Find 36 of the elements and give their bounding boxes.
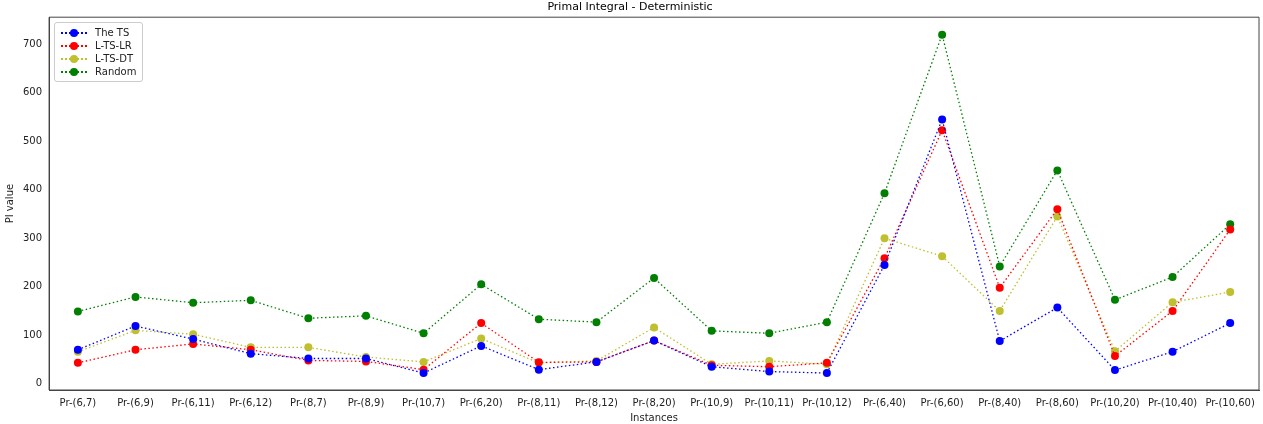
x-tick-label: Pr-(8,7): [290, 396, 327, 408]
x-tick-label: Pr-(10,40): [1147, 396, 1198, 408]
y-tick-label: 600: [22, 86, 43, 98]
x-tick-label: Pr-(8,40): [978, 396, 1022, 408]
y-tick-label: 0: [35, 377, 43, 389]
x-tick-label: Pr-(8,9): [347, 396, 385, 408]
y-tick-label: 400: [22, 183, 43, 195]
x-tick-label: Pr-(10,11): [744, 396, 795, 408]
x-tick-label: Pr-(8,60): [1035, 396, 1079, 408]
x-tick-label: Pr-(6,60): [920, 396, 964, 408]
x-tick-label: Pr-(8,11): [517, 396, 561, 408]
x-tick-label: Pr-(6,9): [117, 396, 154, 408]
y-axis-title: PI value: [3, 183, 15, 224]
x-tick-label: Pr-(6,11): [171, 396, 215, 408]
legend-label: The TS: [95, 27, 130, 39]
x-tick-label: Pr-(8,20): [632, 396, 676, 408]
x-tick-label: Pr-(10,12): [802, 396, 852, 408]
x-tick-label: Pr-(6,7): [59, 396, 97, 408]
x-tick-label: Pr-(6,20): [459, 396, 503, 408]
chart-title: Primal Integral - Deterministic: [547, 0, 713, 14]
x-tick-label: Pr-(6,12): [229, 396, 273, 408]
x-tick-label: Pr-(10,60): [1205, 396, 1255, 408]
legend-label: L-TS-DT: [95, 53, 134, 65]
x-tick-label: Pr-(8,12): [574, 396, 619, 408]
x-tick-label: Pr-(10,20): [1090, 396, 1140, 408]
legend-label: L-TS-LR: [95, 40, 132, 52]
y-tick-label: 200: [22, 280, 43, 292]
y-tick-label: 700: [22, 37, 43, 49]
x-axis-title: Instances: [630, 411, 678, 423]
y-tick-label: 300: [22, 231, 43, 243]
y-tick-label: 100: [22, 328, 43, 340]
x-tick-label: Pr-(6,40): [863, 396, 907, 408]
x-tick-label: Pr-(10,9): [690, 396, 734, 408]
y-tick-label: 500: [22, 134, 43, 146]
x-tick-label: Pr-(10,7): [402, 396, 446, 408]
legend-label: Random: [95, 66, 137, 78]
